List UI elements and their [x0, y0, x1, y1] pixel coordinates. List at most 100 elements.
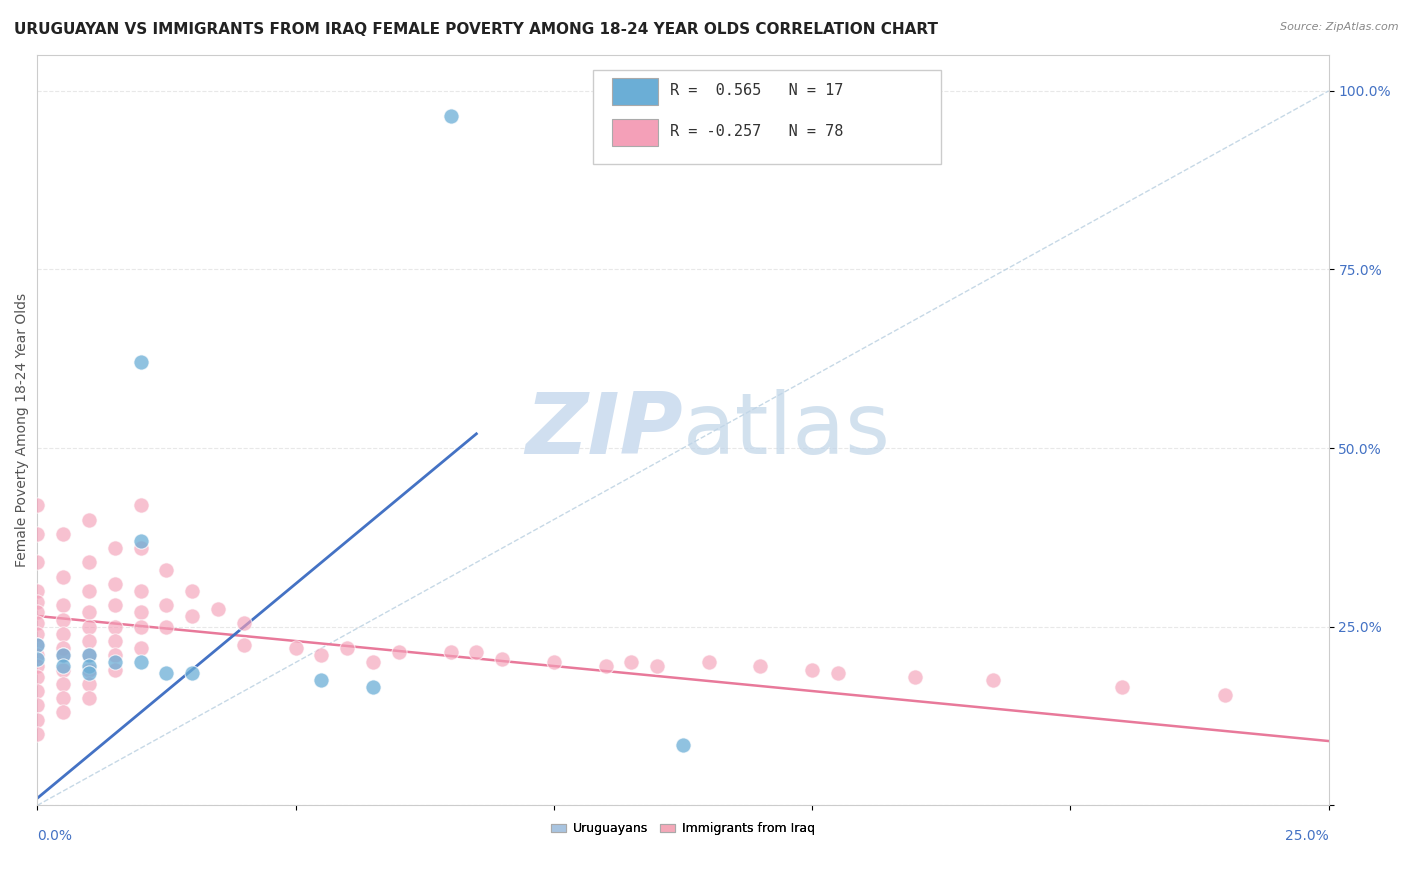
Point [155, 563, 177, 577]
Point [27, 616, 49, 631]
Point [52, 659, 75, 673]
Text: URUGUAYAN VS IMMIGRANTS FROM IRAQ FEMALE POVERTY AMONG 18-24 YEAR OLDS CORRELATI: URUGUAYAN VS IMMIGRANTS FROM IRAQ FEMALE… [14, 22, 938, 37]
Point [129, 641, 152, 656]
Point [27, 648, 49, 663]
Point [77, 648, 100, 663]
Point [181, 666, 204, 681]
Point [284, 641, 307, 656]
Point [27, 727, 49, 741]
Point [52, 627, 75, 641]
Point [672, 738, 695, 752]
Point [77, 691, 100, 706]
Point [233, 616, 256, 631]
Point [27, 652, 49, 666]
Text: R =  0.565   N = 17: R = 0.565 N = 17 [671, 83, 844, 98]
Legend: Uruguayans, Immigrants from Iraq: Uruguayans, Immigrants from Iraq [547, 817, 820, 840]
Point [52, 677, 75, 691]
Point [52, 641, 75, 656]
Point [27, 638, 49, 652]
Point [77, 556, 100, 570]
Point [77, 663, 100, 677]
Point [311, 673, 333, 688]
Text: atlas: atlas [683, 389, 891, 472]
Point [77, 606, 100, 620]
Point [129, 584, 152, 599]
Point [27, 526, 49, 541]
FancyBboxPatch shape [612, 78, 658, 104]
Point [104, 541, 127, 555]
Point [52, 526, 75, 541]
Point [27, 584, 49, 599]
Point [801, 663, 824, 677]
Text: 25.0%: 25.0% [1285, 830, 1329, 843]
Point [27, 713, 49, 727]
Point [439, 645, 461, 659]
Point [904, 670, 927, 684]
Point [104, 656, 127, 670]
Point [52, 613, 75, 627]
Point [129, 606, 152, 620]
Point [27, 684, 49, 698]
Point [1111, 681, 1133, 695]
Point [155, 666, 177, 681]
Point [104, 663, 127, 677]
Y-axis label: Female Poverty Among 18-24 Year Olds: Female Poverty Among 18-24 Year Olds [15, 293, 30, 567]
Point [52, 599, 75, 613]
Point [52, 648, 75, 663]
Point [491, 652, 513, 666]
Point [27, 556, 49, 570]
Point [336, 641, 359, 656]
Point [77, 666, 100, 681]
Point [52, 570, 75, 584]
Text: R = -0.257   N = 78: R = -0.257 N = 78 [671, 124, 844, 139]
Point [27, 627, 49, 641]
Point [77, 648, 100, 663]
Point [981, 673, 1004, 688]
Point [104, 599, 127, 613]
Point [129, 620, 152, 634]
Point [749, 659, 772, 673]
Text: ZIP: ZIP [526, 389, 683, 472]
Text: Source: ZipAtlas.com: Source: ZipAtlas.com [1281, 22, 1399, 32]
Point [52, 706, 75, 720]
FancyBboxPatch shape [592, 70, 941, 164]
Point [77, 584, 100, 599]
Point [77, 634, 100, 648]
Point [27, 698, 49, 713]
Point [207, 602, 229, 616]
Point [27, 670, 49, 684]
Point [77, 677, 100, 691]
Point [77, 659, 100, 673]
Point [361, 681, 384, 695]
Point [27, 498, 49, 512]
Point [104, 620, 127, 634]
Point [129, 656, 152, 670]
Point [129, 498, 152, 512]
Point [129, 533, 152, 548]
Point [27, 638, 49, 652]
FancyBboxPatch shape [612, 119, 658, 146]
Point [27, 659, 49, 673]
Point [233, 638, 256, 652]
Point [52, 648, 75, 663]
Point [697, 656, 720, 670]
Point [361, 656, 384, 670]
Point [104, 634, 127, 648]
Text: 0.0%: 0.0% [38, 830, 72, 843]
Point [129, 355, 152, 369]
Point [155, 620, 177, 634]
Point [129, 541, 152, 555]
Point [104, 577, 127, 591]
Point [311, 648, 333, 663]
Point [595, 659, 617, 673]
Point [1215, 688, 1237, 702]
Point [27, 606, 49, 620]
Point [77, 512, 100, 526]
Point [388, 645, 411, 659]
Point [181, 584, 204, 599]
Point [645, 659, 668, 673]
Point [104, 648, 127, 663]
Point [543, 656, 565, 670]
Point [439, 109, 461, 123]
Point [52, 663, 75, 677]
